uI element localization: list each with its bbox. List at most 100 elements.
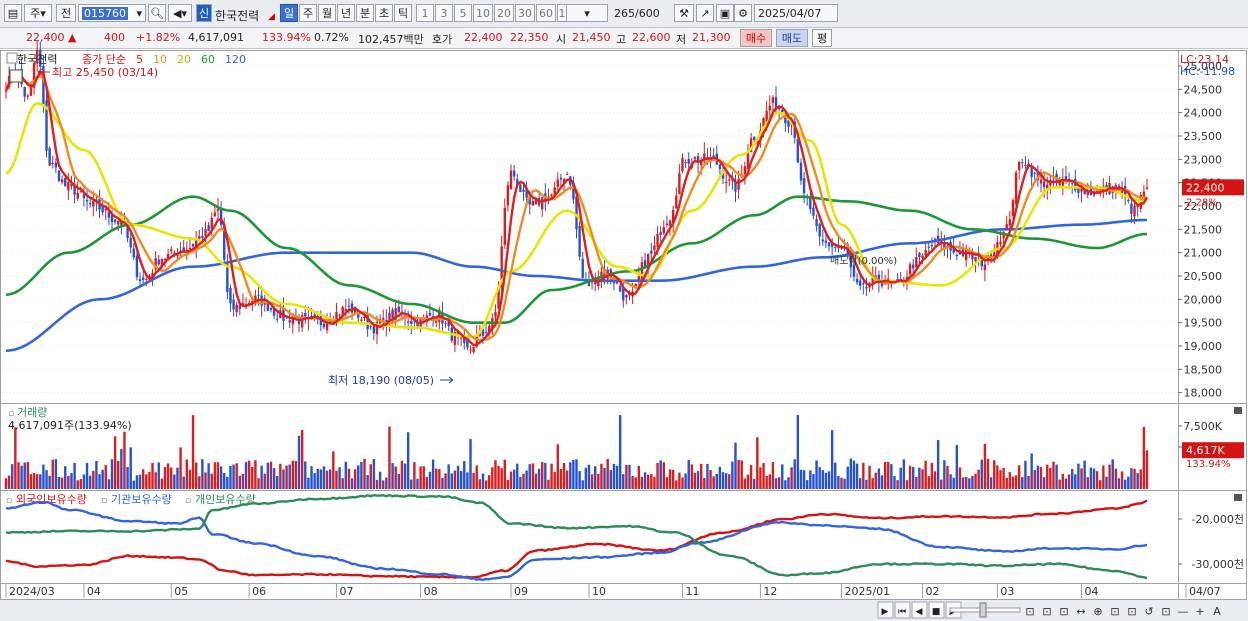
holdings-tick-label: -30,000천 <box>1191 557 1244 571</box>
volume-bar <box>964 477 968 489</box>
volume-bar <box>104 465 107 489</box>
scroll-button-1 <box>894 601 911 619</box>
volume-bar <box>774 478 778 489</box>
symbol-code-input[interactable]: 015760 ▾ <box>78 4 146 22</box>
volume-bar <box>120 448 123 489</box>
candle-body <box>325 322 329 330</box>
save-icon[interactable]: ▣ <box>716 4 734 22</box>
sell-button[interactable]: 매도 <box>776 29 808 47</box>
candle-body <box>930 245 934 247</box>
candle-body <box>1130 203 1133 214</box>
volume-bar <box>1086 477 1089 489</box>
volume-bar <box>166 463 170 489</box>
volume-bar <box>431 459 435 489</box>
date-input[interactable]: 2025/04/07 <box>754 4 838 22</box>
minute-button-3[interactable]: 3 <box>435 4 453 22</box>
volume-bar <box>347 468 351 489</box>
volume-bar <box>29 474 33 489</box>
volume-bar <box>382 480 385 489</box>
candle-body <box>391 309 394 320</box>
x-axis-label: 04 <box>87 585 101 598</box>
candle-body <box>201 235 204 239</box>
volume-bar <box>251 466 254 489</box>
bottom-tool-icon: + <box>1195 605 1204 618</box>
volume-bar <box>503 459 506 489</box>
x-axis-label: 11 <box>685 585 699 598</box>
volume-bar <box>653 477 656 489</box>
volume-bar <box>949 474 952 489</box>
minute-button-5[interactable]: 5 <box>454 4 472 22</box>
volume-bar <box>1055 464 1058 489</box>
bottom-tool-icon: ⊡ <box>1059 605 1068 618</box>
period-button-2[interactable]: 월 <box>318 4 336 22</box>
bottom-tool-icon: ⊡ <box>1127 605 1136 618</box>
volume-bar <box>88 475 92 489</box>
change-percent: +1.82% <box>136 31 181 44</box>
volume-bar <box>541 462 544 489</box>
candle-body <box>784 117 787 124</box>
low-price: 21,300 <box>692 31 731 44</box>
candle-body <box>534 198 538 205</box>
volume-bar <box>908 465 912 489</box>
minute-button-20[interactable]: 20 <box>494 4 514 22</box>
volume-bar <box>1070 469 1074 489</box>
candle-body <box>774 97 778 110</box>
current-price: 22,400 ▲ <box>26 31 77 44</box>
high-label: 고 <box>616 33 627 46</box>
prev-button[interactable]: 전 <box>56 4 76 22</box>
period-button-5[interactable]: 초 <box>375 4 393 22</box>
volume-bar <box>484 480 488 489</box>
search-icon[interactable]: 🔍︎ <box>148 4 166 22</box>
period-button-6[interactable]: 틱 <box>394 4 412 22</box>
scroll-control-icon: ⏮ <box>898 607 906 617</box>
speaker-icon[interactable]: ◀▾ <box>168 4 192 22</box>
candle-body <box>244 304 248 306</box>
volume-bar <box>163 466 167 489</box>
x-axis-label: 04/07 <box>1189 585 1221 598</box>
volume-bar <box>506 479 510 489</box>
minute-button-1[interactable]: 1 <box>416 4 434 22</box>
volume-bar <box>1011 476 1015 489</box>
eval-button[interactable]: 평 <box>812 29 832 47</box>
candle-body <box>1024 164 1027 166</box>
gear-icon[interactable]: ⚙ <box>734 4 752 22</box>
volume-bar <box>157 462 160 489</box>
minute-select[interactable]: ▾ <box>566 4 608 22</box>
volume-bar <box>322 466 326 489</box>
buy-button[interactable]: 매수 <box>740 29 772 47</box>
volume-bar <box>126 466 129 489</box>
x-axis-label: 05 <box>174 585 188 598</box>
period-button-4[interactable]: 분 <box>356 4 374 22</box>
volume-bar <box>749 464 753 489</box>
volume-bar <box>781 464 784 489</box>
volume-bar <box>693 472 697 489</box>
volume-bar <box>1008 472 1012 489</box>
volume-bar <box>930 462 934 489</box>
candle-body <box>528 195 531 205</box>
volume-bar <box>316 468 319 489</box>
chart-type-select[interactable]: 주 ▾ <box>24 4 52 22</box>
volume-bar <box>20 465 23 489</box>
volume-bar <box>307 477 310 489</box>
candle-body <box>746 152 750 170</box>
period-button-1[interactable]: 주 <box>299 4 317 22</box>
candle-body <box>176 254 179 256</box>
symbol-code-value: 015760 <box>82 6 128 20</box>
period-button-3[interactable]: 년 <box>337 4 355 22</box>
volume-bar <box>687 460 690 489</box>
period-button-0[interactable]: 일 <box>280 4 298 22</box>
line-tool-icon[interactable]: ↗ <box>696 4 714 22</box>
holdings-tick-label: -20,000천 <box>1191 512 1244 526</box>
volume-bar <box>600 463 603 489</box>
minute-button-30[interactable]: 30 <box>515 4 535 22</box>
candle-body <box>166 253 170 260</box>
tools-icon[interactable]: ⚒ <box>674 4 694 22</box>
candle-body <box>45 100 48 151</box>
minute-button-10[interactable]: 10 <box>473 4 493 22</box>
volume-bar <box>45 470 48 489</box>
minute-button-60[interactable]: 60 <box>536 4 556 22</box>
chart-menu-icon[interactable]: ▤ <box>4 4 22 22</box>
volume-bar <box>394 466 397 489</box>
volume-bar <box>1067 474 1071 489</box>
